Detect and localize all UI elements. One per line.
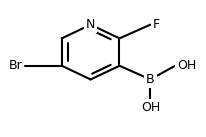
Text: Br: Br xyxy=(8,59,22,72)
Text: N: N xyxy=(86,18,95,31)
Text: F: F xyxy=(153,18,160,31)
Text: OH: OH xyxy=(141,101,160,114)
Text: OH: OH xyxy=(178,59,197,72)
Text: B: B xyxy=(146,73,155,86)
